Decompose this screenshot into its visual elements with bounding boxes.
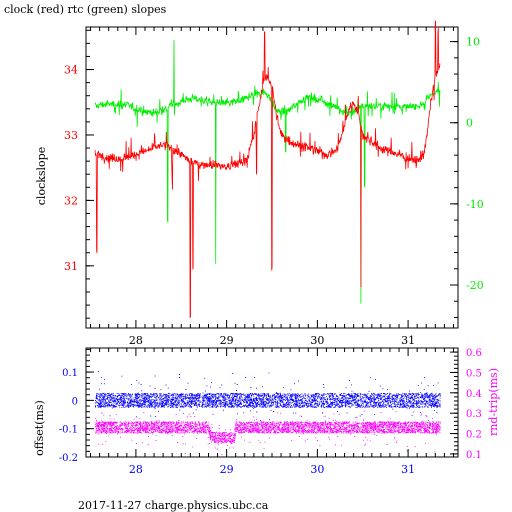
round-trip-points: [95, 402, 441, 456]
x-tick-label: 31: [401, 334, 415, 347]
y2-tick-label: 0.4: [466, 389, 482, 400]
y2-tick-label: 0.1: [466, 450, 482, 461]
y2-tick-label: -20: [466, 279, 484, 292]
x-tick-label: 28: [129, 334, 143, 347]
footer-caption: 2017-11-27 charge.physics.ubc.ca: [78, 499, 269, 512]
x-tick-label: 30: [310, 334, 324, 347]
y-tick-label: -0.1: [59, 425, 78, 436]
y2-tick-label: 0.5: [466, 368, 482, 379]
x-tick-label: 29: [220, 334, 234, 347]
y2-tick-label: 0: [466, 117, 473, 130]
offset-points: [95, 370, 441, 429]
clock-slope-line: [94, 20, 441, 319]
y-tick-label: 31: [64, 260, 78, 273]
y-tick-label: 0: [72, 396, 78, 407]
y-tick-label: -0.2: [59, 453, 78, 464]
top-ylabel: clockslope: [35, 147, 48, 205]
y2-tick-label: 10: [466, 36, 480, 49]
x-tick-label: 30: [310, 463, 324, 476]
x-tick-label: 29: [220, 463, 234, 476]
y2-tick-label: 0.3: [466, 409, 482, 420]
y-tick-label: 0.1: [62, 368, 78, 379]
y-tick-label: 32: [64, 194, 78, 207]
bottom-ylabel: offset(ms): [33, 400, 46, 456]
y2-tick-label: 0.2: [466, 430, 482, 441]
x-tick-label: 31: [401, 463, 415, 476]
y-tick-label: 33: [64, 129, 78, 142]
rtc-slope-line: [94, 40, 441, 304]
top-panel: clockslope 28 29 30 31 31 32 33 34 10 0 -10 -20: [35, 20, 484, 347]
y2-tick-label: -10: [466, 198, 484, 211]
x-tick-label: 28: [129, 463, 143, 476]
y2-tick-label: 0.6: [466, 348, 482, 359]
bottom-panel: offset(ms) rnd-trip(ms) 28 29 30 31 0.1 0 -0.1…: [33, 347, 500, 476]
y-tick-label: 34: [64, 64, 78, 77]
bottom-y2label: rnd-trip(ms): [487, 368, 500, 436]
chart-title: clock (red) rtc (green) slopes: [4, 3, 167, 16]
